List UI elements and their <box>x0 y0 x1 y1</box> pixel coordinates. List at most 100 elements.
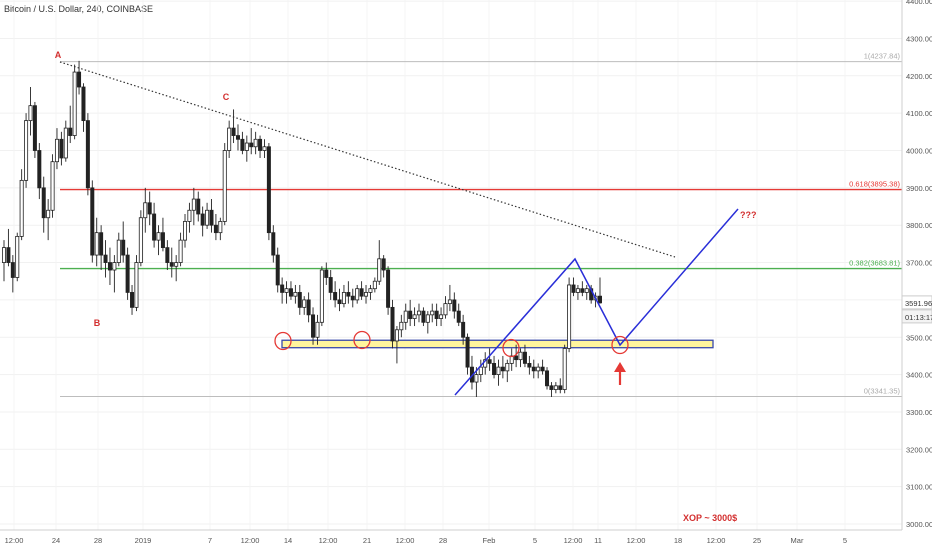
candle <box>63 120 68 162</box>
candle <box>434 303 439 327</box>
candle <box>311 307 316 345</box>
candle-body <box>10 262 15 278</box>
candle-body <box>452 299 457 312</box>
candle-body <box>562 348 567 390</box>
candle-body <box>222 150 227 222</box>
candle <box>505 359 510 383</box>
candle-body <box>156 232 161 241</box>
candle <box>77 60 82 95</box>
y-tick-label: 3400.00 <box>906 371 932 380</box>
y-tick-label: 3000.00 <box>906 520 932 529</box>
x-tick-label: 12:00 <box>564 536 583 545</box>
candle-body <box>258 138 263 151</box>
candle-body <box>584 288 589 293</box>
candle <box>469 355 474 390</box>
candle <box>72 64 77 140</box>
candle-body <box>130 292 135 308</box>
candle-body <box>59 138 64 159</box>
candle <box>200 206 205 237</box>
candle <box>50 154 55 218</box>
candle <box>540 359 545 375</box>
candle <box>293 284 298 304</box>
candle-body <box>147 202 152 215</box>
candle-body <box>553 385 558 390</box>
x-tick-label: 2019 <box>135 536 152 545</box>
y-tick-label: 4400.00 <box>906 0 932 6</box>
candle-body <box>567 284 572 349</box>
candle-body <box>474 374 479 383</box>
candle-body <box>496 366 501 376</box>
candle <box>46 199 51 241</box>
candle <box>205 202 210 229</box>
drawings: A B C??? XOP ~ 3000$ <box>55 50 757 523</box>
candle <box>103 240 108 278</box>
candle-body <box>527 362 532 368</box>
fib-levels: 1(4237.84) 0.618(3895.38) 0.382(3683.81) 0(… <box>60 52 902 398</box>
candle <box>439 307 444 327</box>
candle <box>584 284 589 300</box>
candle <box>191 187 196 226</box>
candle-body <box>297 292 302 308</box>
up-arrow-head <box>614 362 626 372</box>
last-price-tag <box>901 295 932 310</box>
candle-body <box>492 362 497 375</box>
candle-body <box>434 310 439 319</box>
candle-body <box>461 321 466 338</box>
candle <box>558 378 563 394</box>
candle-body <box>355 288 360 301</box>
candle <box>386 266 391 315</box>
candle-body <box>536 366 541 372</box>
candle-body <box>324 269 329 278</box>
candle-body <box>244 142 249 151</box>
candle-body <box>6 247 11 263</box>
fib-label: 0(3341.35) <box>864 387 901 396</box>
countdown-tag <box>901 309 932 324</box>
candle <box>346 281 351 304</box>
candle <box>562 344 567 394</box>
x-tick-label: Feb <box>483 536 496 545</box>
candle-body <box>240 138 245 151</box>
fib-label: 0.618(3895.38) <box>849 180 900 189</box>
x-tick-label: 12:00 <box>319 536 338 545</box>
candle-body <box>37 150 42 189</box>
candle <box>514 344 519 368</box>
candle <box>112 255 117 293</box>
candle <box>68 105 73 144</box>
candle <box>443 296 448 319</box>
candle-body <box>412 314 417 319</box>
candle <box>333 281 338 308</box>
candle <box>54 128 59 170</box>
candle-body <box>293 292 298 297</box>
candle-body <box>262 146 267 151</box>
candle <box>2 240 7 282</box>
candle-body <box>425 314 430 323</box>
candle <box>549 382 554 398</box>
candle-body <box>138 217 143 263</box>
candle <box>567 277 572 353</box>
candle <box>262 139 267 158</box>
x-tick-label: 5 <box>843 536 847 545</box>
candle-body <box>386 269 391 308</box>
candle-body <box>364 292 369 297</box>
candle-body <box>319 269 324 323</box>
candle <box>553 382 558 394</box>
candle <box>465 333 470 375</box>
candle <box>213 213 218 241</box>
y-tick-label: 4200.00 <box>906 72 932 81</box>
candle-body <box>487 359 492 364</box>
candle-body <box>478 366 483 376</box>
candle <box>545 367 550 390</box>
candle-body <box>77 71 82 88</box>
y-tick-label: 3100.00 <box>906 483 932 492</box>
candle <box>416 303 421 323</box>
candle <box>165 240 170 271</box>
candle <box>430 303 435 323</box>
candle <box>227 120 232 158</box>
candle-body <box>580 288 585 293</box>
candle-body <box>505 362 510 372</box>
candle <box>99 225 104 271</box>
candle-body <box>346 292 351 297</box>
candle-body <box>24 120 29 181</box>
candle-body <box>165 247 170 263</box>
